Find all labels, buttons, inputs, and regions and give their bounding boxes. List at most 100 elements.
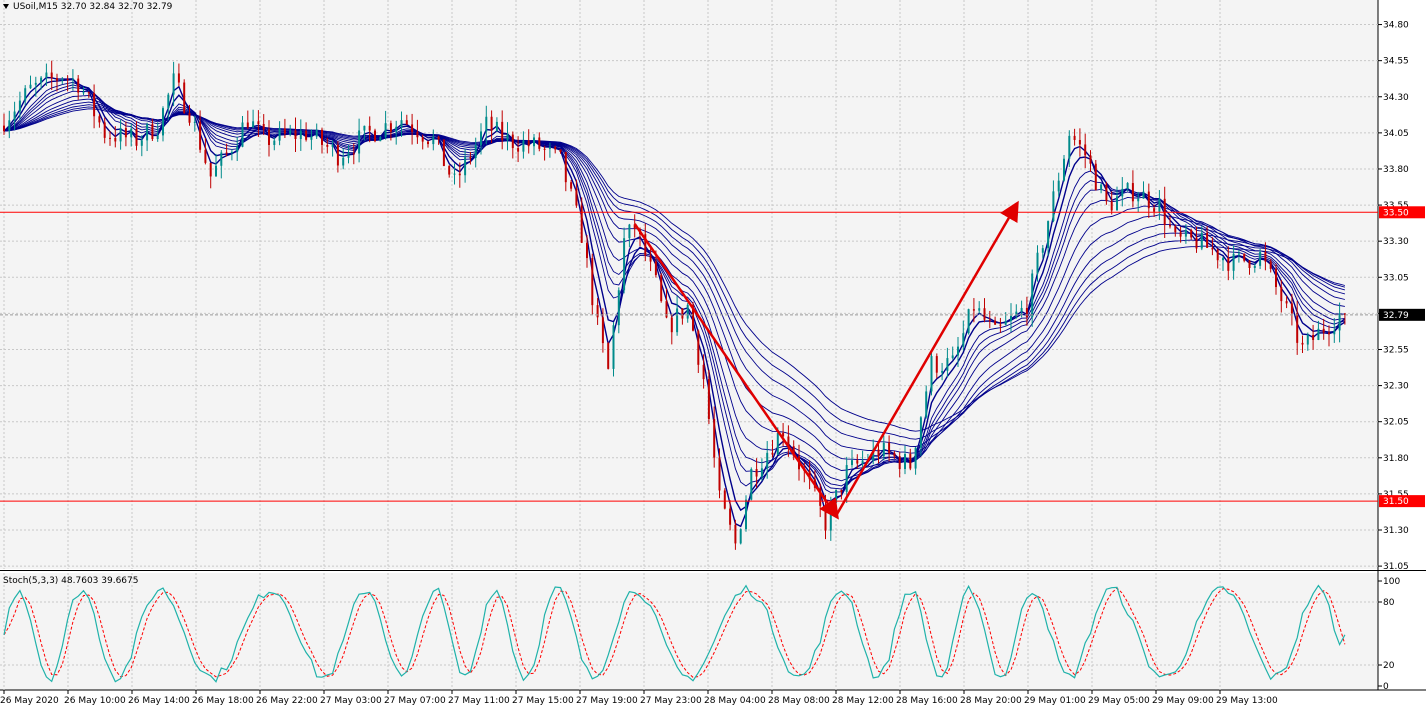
candle-body (792, 446, 795, 457)
candle-body (98, 116, 101, 123)
y-tick-label: 33.05 (1383, 273, 1409, 283)
y-tick-label: 31.55 (1383, 490, 1409, 500)
candle-body (61, 78, 64, 81)
stoch-tick-label: 0 (1383, 682, 1389, 692)
x-tick-label: 27 May 19:00 (576, 696, 638, 706)
candle-body (745, 499, 747, 530)
candle-body (156, 135, 159, 140)
candle-body (501, 121, 504, 141)
candle-body (1110, 201, 1113, 211)
candle-body (1010, 315, 1012, 321)
ma-line (3, 108, 1346, 432)
trend-arrow[interactable] (633, 223, 839, 520)
candle-body (564, 152, 567, 183)
candle-body (988, 319, 991, 321)
candle-body (1094, 163, 1097, 191)
main-panel[interactable] (0, 0, 1378, 569)
candle-body (570, 182, 573, 189)
candle-body (766, 452, 769, 469)
y-tick-label: 34.55 (1383, 57, 1409, 67)
candle-body (898, 456, 901, 470)
candle-body (230, 151, 233, 154)
candle-body (1004, 320, 1007, 325)
candle-body (914, 447, 917, 469)
candle-body (893, 453, 896, 457)
candle-body (575, 188, 578, 206)
candle-body (994, 320, 997, 325)
candle-body (919, 417, 922, 448)
ma-line (3, 104, 1346, 447)
candle-body (188, 112, 191, 123)
candle-body (819, 487, 822, 506)
candle-body (29, 84, 32, 89)
candle-body (681, 308, 684, 319)
candle-body (162, 108, 164, 136)
candle-body (845, 465, 848, 492)
candle-body (368, 125, 371, 131)
candle-body (904, 453, 906, 470)
candle-body (347, 153, 350, 158)
stoch-main-line (3, 584, 1346, 683)
candle-body (50, 72, 53, 79)
y-tick-label: 34.80 (1383, 21, 1409, 31)
candle-body (888, 442, 891, 454)
candle-body (379, 137, 382, 142)
candle-body (352, 153, 355, 155)
candle-body (1269, 261, 1272, 269)
candle-body (840, 489, 843, 492)
trend-arrow[interactable] (835, 200, 1019, 517)
candle-body (273, 140, 276, 145)
x-tick-label: 27 May 15:00 (512, 696, 574, 706)
candle-body (34, 82, 37, 85)
y-tick-label: 32.05 (1383, 418, 1409, 428)
candle-body (517, 148, 520, 152)
candle-body (1020, 307, 1023, 312)
candle-body (225, 152, 228, 154)
candle-body (331, 144, 334, 147)
candle-body (697, 330, 700, 365)
candle-body (1137, 198, 1140, 202)
candle-body (1158, 198, 1161, 212)
candle-body (1179, 232, 1182, 237)
stoch-panel[interactable] (0, 573, 1378, 690)
candle-body (972, 309, 975, 311)
candle-body (215, 165, 217, 177)
candle-body (448, 166, 451, 175)
x-tick-label: 26 May 2020 (0, 696, 59, 706)
candle-body (776, 432, 779, 455)
candle-body (209, 162, 212, 177)
candle-body (87, 92, 90, 94)
candle-body (596, 305, 599, 318)
candle-body (967, 309, 970, 334)
collapse-triangle-icon[interactable] (3, 4, 9, 9)
candle-body (644, 234, 647, 256)
candle-body (167, 94, 170, 109)
candle-body (40, 77, 43, 83)
candle-body (480, 131, 482, 146)
candle-body (1015, 311, 1018, 316)
candle-body (586, 242, 588, 259)
candle-body (1195, 237, 1198, 249)
level-label-bg (1379, 206, 1425, 219)
x-tick-label: 28 May 20:00 (960, 696, 1022, 706)
candle-body (856, 460, 859, 464)
candle-body (702, 364, 705, 380)
y-tick-label: 32.30 (1383, 382, 1409, 392)
candle-body (782, 432, 785, 437)
candle-body (962, 333, 965, 347)
candle-body (1317, 328, 1320, 341)
stoch-title: Stoch(5,3,3) 48.7603 39.6675 (3, 576, 138, 586)
candle-body (1333, 330, 1336, 335)
stoch-tick-label: 100 (1383, 577, 1400, 587)
candle-body (1190, 229, 1193, 238)
candle-body (951, 355, 954, 359)
candle-body (252, 121, 255, 128)
candle-body (1100, 184, 1103, 191)
x-tick-label: 26 May 14:00 (128, 696, 190, 706)
candle-body (1211, 247, 1214, 250)
candle-body (522, 140, 525, 152)
candle-body (612, 325, 615, 369)
candle-body (787, 436, 790, 447)
